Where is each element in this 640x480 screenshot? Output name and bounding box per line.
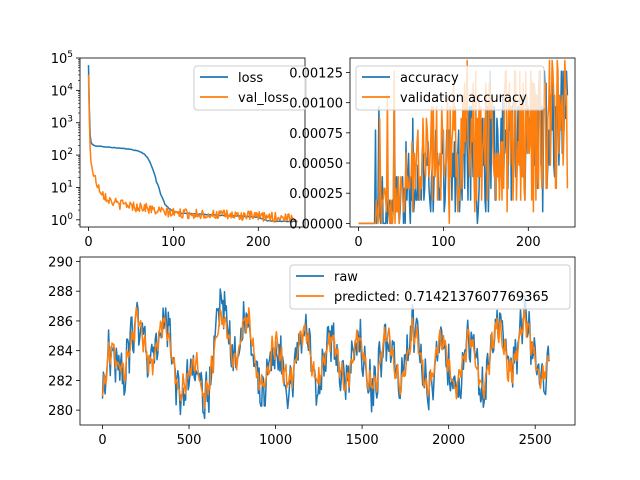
y-tick-label: 0.00100 [289,97,343,112]
legend-box [355,65,545,111]
x-tick-label: 200 [516,235,541,250]
y-tick-label: 282 [48,374,73,389]
axes-frame [79,57,306,228]
y-tick-label: 0.00025 [289,187,343,202]
x-tick-label: 200 [246,235,271,250]
x-tick-label: 2500 [519,433,552,448]
loss-chart: 0 100 200 100 101 102 103 104 105 loss val_loss [51,50,307,250]
y-tick-label: 288 [48,285,73,300]
accuracy-chart: 0 100 200 0.00000 0.00025 0.00050 0.00075 0.001… [289,57,576,250]
y-tick-label: 0.00000 [289,217,343,232]
series-line-val-loss [87,74,298,224]
legend-label: raw [334,270,358,285]
series-line-predicted-0-7142137607769365 [101,306,550,409]
x-tick-label: 100 [161,235,186,250]
y-tick-label: 102 [51,147,73,164]
x-tick-label: 0 [84,235,92,250]
x-tick-label: 2000 [432,433,465,448]
legend-label: validation accuracy [400,91,527,106]
legend-box [289,264,571,310]
y-tick-label: 284 [48,345,73,360]
y-tick-label: 103 [51,115,73,132]
axes-frame [349,57,576,228]
legend: raw predicted: 0.7142137607769365 [289,264,571,310]
y-tick-label: 105 [51,50,73,67]
y-tick-label: 0.00050 [289,157,343,172]
y-tick-label: 0.00125 [289,66,343,81]
x-tick-label: 1500 [346,433,379,448]
legend: accuracy validation accuracy [355,65,545,111]
x-tick-label: 500 [177,433,202,448]
x-tick-label: 0 [354,235,362,250]
y-tick-label: 0.00075 [289,127,343,142]
axes-frame [79,256,576,426]
legend: loss val_loss [193,65,307,111]
y-tick-label: 290 [48,255,73,270]
x-tick-label: 0 [98,433,106,448]
y-tick-label: 280 [48,404,73,419]
x-tick-label: 100 [431,235,456,250]
x-tick-label: 1000 [259,433,292,448]
y-tick-label: 100 [51,212,74,229]
legend-label: predicted: 0.7142137607769365 [334,290,549,305]
legend-label: accuracy [400,71,459,86]
legend-label: val_loss [238,91,289,106]
legend-label: loss [238,71,263,86]
prediction-chart: 0 500 1000 1500 2000 2500 280 282 284 286 288 290 ra… [48,255,576,448]
y-tick-label: 101 [51,179,73,196]
y-tick-label: 286 [48,315,73,330]
y-tick-label: 104 [51,82,74,99]
